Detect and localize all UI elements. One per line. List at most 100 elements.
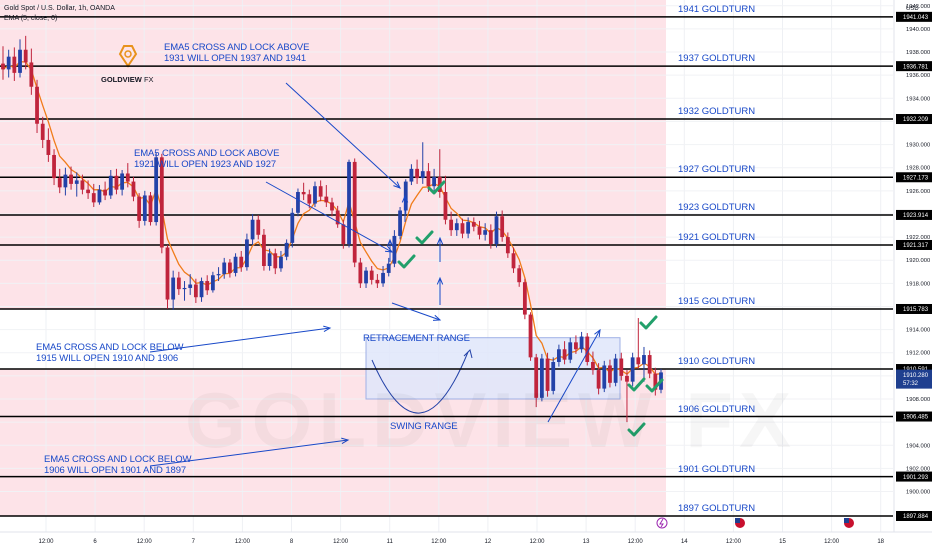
- candle: [420, 142, 425, 184]
- arrow-up-1-head: [401, 194, 409, 203]
- candle: [142, 190, 147, 226]
- candle: [171, 270, 176, 310]
- price-tag-8: 1906.485: [896, 411, 932, 422]
- price-tag-3: 1927.173: [896, 172, 932, 183]
- candle-body: [142, 195, 147, 221]
- candle: [250, 213, 255, 246]
- time-left-text: 57:32: [903, 381, 919, 387]
- candle: [466, 217, 471, 239]
- pink-band-1: [0, 0, 666, 309]
- candle-body: [392, 235, 397, 264]
- currency-label: USD: [906, 6, 919, 12]
- candle: [159, 153, 164, 254]
- arrow-retracement-a-head: [432, 314, 442, 321]
- candle: [108, 170, 113, 199]
- candle-body: [57, 178, 62, 188]
- price-tag-text: 1897.884: [903, 514, 929, 520]
- candle-body: [426, 171, 431, 187]
- annotation-1931-line2: 1931 WILL OPEN 1937 AND 1941: [164, 53, 307, 64]
- indicator-legend[interactable]: EMA (5, close, 0): [4, 15, 58, 22]
- candle-body: [460, 223, 465, 234]
- candle-body: [97, 189, 102, 203]
- candle: [392, 230, 397, 268]
- logo-emblem-ring: [124, 50, 132, 58]
- candle: [296, 188, 300, 217]
- check-mark-2: [397, 254, 416, 269]
- candle: [539, 353, 544, 402]
- candle-body: [40, 123, 45, 140]
- candle: [534, 353, 539, 408]
- candle: [596, 363, 601, 395]
- arrow-swing: [547, 328, 601, 423]
- candle: [574, 335, 578, 354]
- arrow-retracement-b: [436, 276, 444, 305]
- arrow-1915-shaft: [149, 327, 331, 353]
- candle: [114, 168, 119, 195]
- candle: [137, 193, 142, 228]
- candle: [216, 267, 221, 282]
- arrow-swing-head: [594, 328, 601, 338]
- price-tag-0: 1941.043: [896, 11, 932, 22]
- candle-body: [591, 361, 595, 371]
- candle-body: [46, 139, 51, 155]
- level-label-2: 1932 GOLDTURN: [678, 106, 756, 118]
- candle: [52, 149, 56, 186]
- candle-body: [165, 247, 170, 300]
- x-tick-label: 12:00: [38, 539, 54, 545]
- candle: [165, 245, 170, 309]
- current-price-tag: 1910.280 57:32: [896, 369, 932, 389]
- candle-body: [375, 279, 380, 284]
- candle-body: [131, 181, 136, 197]
- price-tag-text: 1901.293: [903, 475, 929, 481]
- price-tag-text: 1932.209: [903, 117, 929, 123]
- candle-body: [602, 365, 607, 389]
- candle: [35, 79, 39, 133]
- candle: [647, 350, 652, 379]
- candle-body: [74, 180, 79, 184]
- y-tick-label: 1902.000: [906, 466, 930, 472]
- candle: [63, 167, 68, 196]
- candle-body: [352, 161, 357, 263]
- candle: [205, 275, 210, 295]
- candle-body: [63, 174, 68, 188]
- arrow-1931: [285, 82, 401, 189]
- candle-body: [522, 282, 527, 315]
- price-tag-bg: [896, 239, 932, 250]
- arrow-1906-shaft: [149, 439, 349, 467]
- candle: [193, 278, 198, 304]
- candle-body: [500, 216, 505, 238]
- candle-body: [154, 157, 159, 223]
- candle-body: [296, 191, 300, 213]
- candle: [517, 264, 522, 287]
- candle: [630, 352, 635, 387]
- candle-body: [403, 181, 408, 211]
- candle-body: [307, 194, 312, 204]
- price-tag-text: 1915.783: [903, 307, 929, 313]
- candle: [318, 180, 323, 202]
- candle-body: [613, 358, 618, 383]
- candle: [528, 312, 533, 361]
- candle-body: [630, 357, 635, 382]
- logo-brand: GOLDVIEW FX: [101, 75, 154, 84]
- x-tick-label: 12:00: [824, 539, 840, 545]
- lightning-glyph-icon: [659, 518, 664, 528]
- candle-body: [551, 361, 556, 391]
- x-tick-label: 13: [583, 539, 590, 545]
- candle-body: [562, 349, 567, 360]
- candle-body: [647, 355, 652, 374]
- candle: [29, 48, 34, 95]
- candle-body: [534, 357, 539, 398]
- candle-body: [488, 230, 493, 245]
- price-tag-bg: [896, 172, 932, 183]
- candle: [154, 152, 159, 226]
- level-label-4: 1923 GOLDTURN: [678, 201, 756, 213]
- candle-body: [454, 223, 459, 231]
- annotation-1921-line1: EMA5 CROSS AND LOCK ABOVE: [134, 148, 280, 159]
- candle: [120, 170, 125, 196]
- candle: [347, 159, 351, 248]
- candle-body: [188, 284, 193, 288]
- candle-body: [250, 219, 255, 240]
- candle-body: [420, 171, 425, 179]
